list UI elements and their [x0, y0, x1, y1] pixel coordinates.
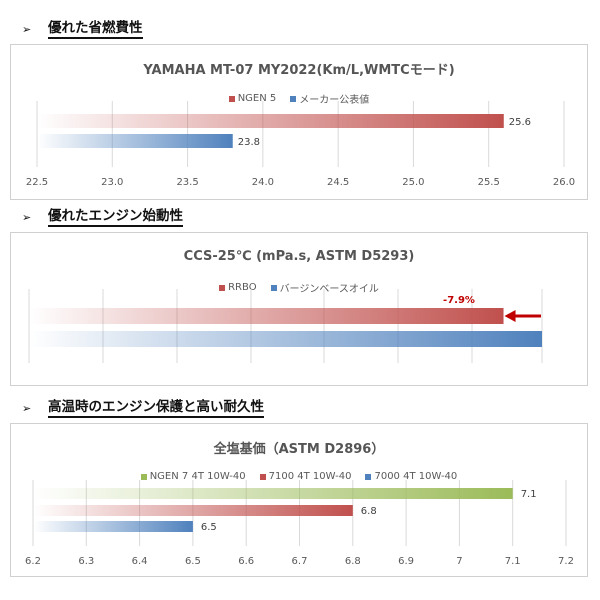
reduction-annotation: -7.9%	[443, 295, 475, 306]
legend-item: バージンベースオイル	[270, 280, 379, 295]
chart-legend: NGEN 7 4T 10W-40 7100 4T 10W-40 7000 4T …	[11, 471, 587, 482]
bar	[33, 505, 353, 516]
legend-item: 7100 4T 10W-40	[259, 471, 351, 482]
section-heading-fuel-efficiency: ➢ 優れた省燃費性	[22, 18, 143, 40]
section-heading-engine-start: ➢ 優れたエンジン始動性	[22, 206, 183, 228]
chart-legend: NGEN 5 メーカー公表値	[11, 91, 587, 106]
x-tick-label: 6.6	[238, 556, 254, 567]
legend-item: 7000 4T 10W-40	[365, 471, 457, 482]
chart-title: 全塩基価（ASTM D2896）	[213, 442, 385, 457]
reduction-arrow-head	[504, 310, 516, 322]
legend-item: NGEN 7 4T 10W-40	[140, 471, 246, 482]
legend-swatch	[290, 95, 297, 102]
bar	[37, 114, 504, 128]
bar	[37, 134, 233, 148]
chart-panel-fuel-efficiency: YAMAHA MT-07 MY2022(Km/L,WMTCモード) NGEN 5…	[10, 44, 588, 200]
bar	[29, 308, 504, 324]
legend-swatch	[219, 284, 226, 291]
x-tick-label: 24.0	[252, 177, 274, 188]
x-tick-label: 6.4	[132, 556, 148, 567]
bar	[29, 331, 542, 347]
x-tick-label: 6.2	[25, 556, 41, 567]
legend-item: NGEN 5	[228, 91, 276, 106]
chart-panel-base-number: 全塩基価（ASTM D2896） NGEN 7 4T 10W-40 7100 4…	[10, 423, 588, 577]
data-label: 6.5	[201, 522, 217, 533]
x-tick-label: 6.9	[398, 556, 414, 567]
bar	[33, 521, 193, 532]
bar	[33, 488, 513, 499]
x-tick-label: 23.5	[176, 177, 198, 188]
data-label: 6.8	[361, 506, 377, 517]
legend-swatch	[259, 473, 266, 480]
x-tick-label: 22.5	[26, 177, 48, 188]
legend-item: RRBO	[219, 280, 257, 295]
legend-swatch	[270, 284, 277, 291]
legend-item: メーカー公表値	[290, 91, 369, 106]
chart-title: CCS-25℃ (mPa.s, ASTM D5293)	[183, 249, 415, 264]
legend-swatch	[140, 473, 147, 480]
x-tick-label: 6.5	[185, 556, 201, 567]
bullet-arrow-icon: ➢	[22, 210, 32, 224]
x-tick-label: 26.0	[553, 177, 575, 188]
data-label: 25.6	[509, 117, 531, 128]
bar-chart-engine-start: -7.9%	[28, 289, 543, 363]
bar-chart-base-number: 6.2 6.3 6.4 6.5 6.6 6.7 6.8 6.9 7 7.1 7.2 7.1 6.8 6.5	[25, 480, 574, 567]
chart-panel-engine-start: CCS-25℃ (mPa.s, ASTM D5293) RRBO バージンベース…	[10, 232, 588, 386]
x-tick-label: 24.5	[327, 177, 349, 188]
section-heading-engine-protection: ➢ 高温時のエンジン保護と高い耐久性	[22, 397, 264, 419]
x-tick-label: 7	[456, 556, 462, 567]
data-label: 23.8	[238, 137, 260, 148]
x-tick-label: 23.0	[101, 177, 123, 188]
x-tick-label: 6.3	[78, 556, 94, 567]
x-tick-label: 25.0	[402, 177, 424, 188]
x-tick-label: 7.1	[505, 556, 521, 567]
bar-chart-fuel-efficiency: 22.5 23.0 23.5 24.0 24.5 25.0 25.5 26.0 25.6 23.8	[26, 101, 575, 188]
legend-swatch	[228, 95, 235, 102]
bullet-arrow-icon: ➢	[22, 22, 32, 36]
legend-swatch	[365, 473, 372, 480]
data-label: 7.1	[521, 489, 537, 500]
x-tick-label: 7.2	[558, 556, 574, 567]
x-tick-label: 25.5	[478, 177, 500, 188]
x-tick-label: 6.7	[292, 556, 308, 567]
chart-title: YAMAHA MT-07 MY2022(Km/L,WMTCモード)	[143, 63, 455, 78]
bullet-arrow-icon: ➢	[22, 401, 32, 415]
x-tick-label: 6.8	[345, 556, 361, 567]
chart-legend: RRBO バージンベースオイル	[11, 280, 587, 295]
